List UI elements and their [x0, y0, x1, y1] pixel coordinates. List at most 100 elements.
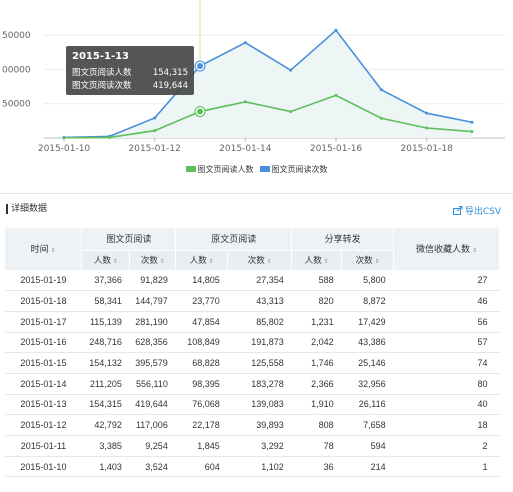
data-point [243, 100, 247, 104]
sub-header-people[interactable]: 人数 ⇕ [291, 250, 343, 271]
table-cell: 395,579 [129, 352, 176, 374]
table-cell: 214 [341, 456, 394, 478]
table-cell: 556,110 [129, 373, 176, 395]
sort-icon: ⇕ [266, 259, 272, 265]
table-cell-date: 2015-01-12 [5, 414, 82, 436]
y-tick-label: 00000 [2, 65, 31, 75]
table-cell: 22,178 [175, 414, 228, 436]
sort-icon: ⇕ [374, 259, 380, 265]
column-header-favorites[interactable]: 微信收藏人数 ⇕ [393, 228, 500, 271]
table-cell: 211,205 [81, 373, 130, 395]
table-cell: 40 [393, 394, 500, 416]
table-cell: 9,254 [129, 435, 176, 457]
table-cell: 91,829 [129, 270, 176, 292]
table-cell: 248,716 [81, 332, 130, 354]
sub-header-times[interactable]: 次数 ⇕ [341, 250, 395, 271]
data-point [107, 135, 111, 139]
table-cell: 2,042 [291, 332, 342, 354]
table-cell-date: 2015-01-18 [5, 290, 82, 312]
table-cell: 144,797 [129, 290, 176, 312]
table-cell: 98,395 [175, 373, 228, 395]
table-cell: 820 [291, 290, 342, 312]
header-label: 次数 [355, 255, 373, 265]
table-cell: 85,802 [227, 311, 292, 333]
table-cell: 604 [175, 456, 228, 478]
legend-label: 图文页阅读人数 [197, 164, 254, 174]
table-row: 2015-01-18 58,341 144,797 23,770 43,313 820 8,… [5, 290, 500, 312]
table-row: 2015-01-17 115,139 281,190 47,854 85,802 1,23… [5, 311, 500, 333]
table-cell: 115,139 [81, 311, 130, 333]
table-row: 2015-01-16 248,716 628,356 108,849 191,873 2,… [5, 332, 500, 354]
table-cell: 23,770 [175, 290, 228, 312]
table-cell: 36 [291, 456, 342, 478]
header-label: 微信收藏人数 [416, 244, 471, 255]
table-cell: 43,386 [341, 332, 394, 354]
detail-data-table: 时间 ⇕ 图文页阅读 原文页阅读 分享转发 微信收藏人数 ⇕ 人数 ⇕ 次数 ⇕ 人数 ⇕… [5, 228, 500, 478]
sort-icon: ⇕ [159, 259, 165, 265]
x-tick-label: 2015-01-12 [129, 144, 181, 154]
detail-section-header: 详细数据 导出CSV [0, 200, 513, 220]
column-header-time[interactable]: 时间 ⇕ [5, 228, 83, 271]
data-point [289, 110, 293, 114]
chart-tooltip: 2015-1-13 图文页阅读人数 154,315 图文页阅读次数 419,64… [66, 46, 194, 95]
table-cell-date: 2015-01-10 [5, 456, 82, 478]
data-point [197, 63, 203, 70]
data-point [62, 136, 66, 140]
section-divider [0, 193, 513, 194]
table-cell-date: 2015-01-11 [5, 435, 82, 457]
data-point [425, 126, 429, 130]
sort-icon: ⇕ [50, 248, 56, 255]
section-title: 详细数据 [6, 204, 47, 214]
sort-icon: ⇕ [472, 248, 478, 255]
table-cell: 808 [291, 414, 342, 436]
table-cell: 43,313 [227, 290, 292, 312]
sub-header-people[interactable]: 人数 ⇕ [81, 250, 131, 271]
sub-header-times[interactable]: 次数 ⇕ [227, 250, 293, 271]
data-point [289, 68, 293, 72]
table-row: 2015-01-11 3,385 9,254 1,845 3,292 78 594 2 [5, 435, 500, 457]
table-cell: 3,292 [227, 435, 292, 457]
table-cell: 154,132 [81, 352, 130, 374]
tooltip-row-value: 154,315 [152, 68, 188, 78]
x-tick-label: 2015-01-16 [310, 144, 363, 154]
legend-item-readers[interactable]: 图文页阅读人数 [185, 164, 254, 175]
sub-header-people[interactable]: 人数 ⇕ [175, 250, 229, 271]
sub-header-times[interactable]: 次数 ⇕ [129, 250, 177, 271]
table-cell-date: 2015-01-16 [5, 332, 82, 354]
table-cell: 3,385 [81, 435, 130, 457]
legend-swatch [185, 166, 196, 172]
table-cell: 68,828 [175, 352, 228, 374]
table-cell: 27 [393, 270, 500, 292]
tooltip-row: 图文页阅读次数 419,644 [72, 80, 188, 93]
legend-item-reads[interactable]: 图文页阅读次数 [259, 164, 328, 175]
table-cell: 74 [393, 352, 500, 374]
sort-icon: ⇕ [208, 259, 214, 265]
table-cell: 139,083 [227, 394, 292, 416]
table-cell: 1 [393, 456, 500, 478]
tooltip-row-label: 图文页阅读次数 [72, 81, 132, 91]
table-cell: 125,558 [227, 352, 292, 374]
table-cell: 1,845 [175, 435, 228, 457]
sort-icon: ⇕ [323, 259, 329, 265]
table-cell: 25,146 [341, 352, 394, 374]
tooltip-row-label: 图文页阅读人数 [72, 68, 132, 78]
table-cell: 7,658 [341, 414, 394, 436]
x-tick-label: 2015-01-18 [401, 144, 454, 154]
table-cell: 80 [393, 373, 500, 395]
tooltip-row: 图文页阅读人数 154,315 [72, 67, 188, 80]
table-row: 2015-01-12 42,792 117,006 22,178 39,893 808 7,… [5, 414, 500, 436]
table-cell: 628,356 [129, 332, 176, 354]
export-csv-button[interactable]: 导出CSV [452, 204, 501, 217]
table-cell-date: 2015-01-17 [5, 311, 82, 333]
table-cell: 27,354 [227, 270, 292, 292]
table-cell: 108,849 [175, 332, 228, 354]
header-label: 次数 [247, 255, 265, 265]
table-cell: 39,893 [227, 414, 292, 436]
data-point [153, 116, 157, 120]
table-row: 2015-01-10 1,403 3,524 604 1,102 36 214 1 [5, 456, 500, 478]
table-cell: 419,644 [129, 394, 176, 416]
tooltip-row-value: 419,644 [152, 81, 188, 91]
legend-label: 图文页阅读次数 [271, 164, 328, 174]
table-cell: 1,910 [291, 394, 342, 416]
header-label: 人数 [93, 255, 111, 265]
